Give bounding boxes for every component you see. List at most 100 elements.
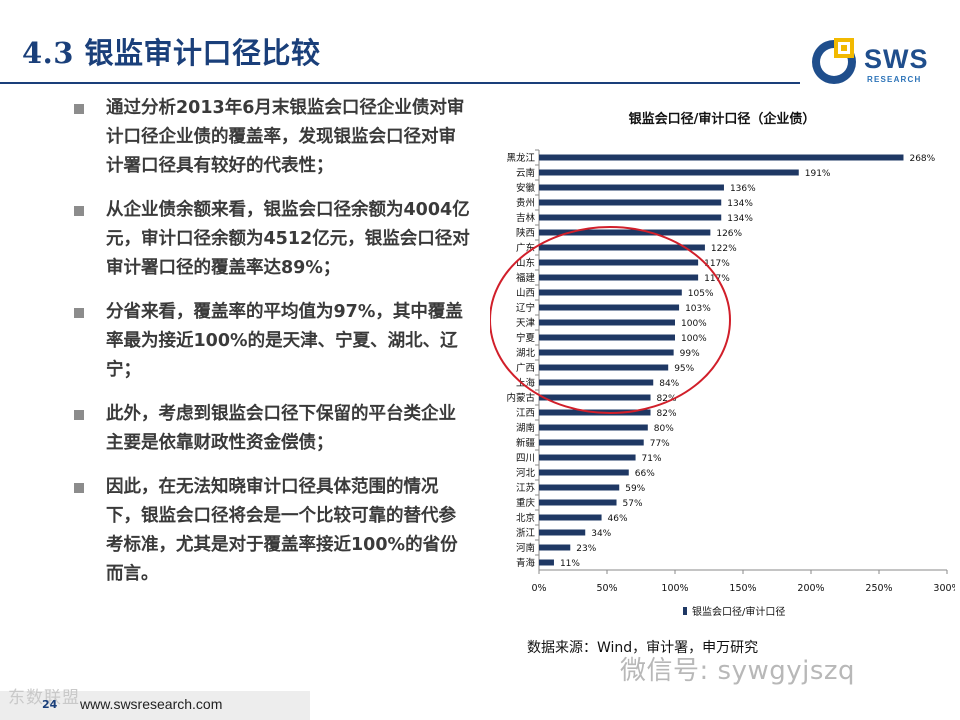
- bar-value-label: 117%: [704, 259, 730, 269]
- bar: [539, 544, 571, 551]
- bar: [539, 154, 904, 161]
- bar: [539, 454, 636, 461]
- bar: [539, 484, 620, 491]
- bar-value-label: 46%: [608, 514, 628, 524]
- bar: [539, 514, 602, 521]
- bullet-item: 此外，考虑到银监会口径下保留的平台类企业主要是依靠财政性资金偿债；: [72, 400, 472, 458]
- bar-value-label: 105%: [688, 289, 714, 299]
- bar: [539, 184, 724, 191]
- bar-value-label: 134%: [727, 199, 753, 209]
- y-tick-label: 北京: [516, 512, 535, 524]
- x-tick-label: 100%: [661, 583, 688, 594]
- square-bullet-icon: [74, 483, 84, 493]
- bar: [539, 229, 711, 236]
- bullet-item: 分省来看，覆盖率的平均值为97%，其中覆盖率最为接近100%的是天津、宁夏、湖北…: [72, 298, 472, 385]
- bullet-item: 通过分析2013年6月末银监会口径企业债对审计口径企业债的覆盖率，发现银监会口径…: [72, 94, 472, 181]
- footer-url-link[interactable]: www.swsresearch.com: [80, 696, 223, 712]
- highlight-ellipse: [490, 226, 731, 414]
- y-tick-label: 重庆: [516, 497, 536, 509]
- sws-logo: SWS RESEARCH: [810, 30, 940, 92]
- bar-value-label: 57%: [623, 499, 643, 509]
- y-tick-label: 湖南: [516, 422, 535, 434]
- y-tick-label: 山西: [516, 288, 535, 299]
- legend-label: 银监会口径/审计口径: [692, 605, 785, 618]
- y-tick-label: 河南: [516, 542, 535, 554]
- x-tick-label: 150%: [729, 583, 756, 594]
- y-tick-label: 陕西: [516, 227, 535, 239]
- bar-value-label: 99%: [680, 349, 700, 359]
- bar: [539, 559, 554, 566]
- chart-title: 银监会口径/审计口径（企业债）: [628, 112, 816, 127]
- y-tick-label: 福建: [516, 272, 536, 284]
- logo-brand: SWS: [864, 44, 929, 74]
- site-watermark: 东数联盟: [8, 688, 80, 708]
- y-tick-label: 黑龙江: [506, 152, 535, 164]
- page-number: 24: [42, 698, 58, 711]
- y-tick-label: 内蒙古: [506, 392, 535, 404]
- y-tick-label: 青海: [516, 557, 536, 569]
- bar: [539, 334, 675, 341]
- bullet-text: 通过分析2013年6月末银监会口径企业债对审计口径企业债的覆盖率，发现银监会口径…: [106, 98, 465, 176]
- y-tick-label: 天津: [516, 318, 536, 329]
- sws-logo-mark: [812, 38, 856, 84]
- bar: [539, 304, 680, 311]
- bar-value-label: 80%: [654, 424, 674, 434]
- title-divider: [0, 82, 800, 84]
- square-bullet-icon: [74, 308, 84, 318]
- bar-value-label: 66%: [635, 469, 655, 479]
- x-tick-label: 50%: [596, 583, 617, 594]
- y-tick-label: 上海: [516, 377, 536, 389]
- bar-value-label: 59%: [625, 484, 645, 494]
- y-tick-label: 辽宁: [516, 302, 535, 314]
- bar: [539, 259, 699, 266]
- y-tick-label: 河北: [516, 467, 536, 479]
- bullet-text: 分省来看，覆盖率的平均值为97%，其中覆盖率最为接近100%的是天津、宁夏、湖北…: [106, 302, 463, 380]
- y-tick-label: 江西: [516, 408, 535, 419]
- bar: [539, 169, 799, 176]
- bar-value-label: 23%: [576, 544, 596, 554]
- x-tick-label: 300%: [933, 583, 955, 594]
- y-tick-label: 新疆: [516, 437, 536, 449]
- y-tick-label: 广西: [516, 362, 535, 374]
- bullet-text: 从企业债余额来看，银监会口径余额为4004亿元，审计口径余额为4512亿元，银监…: [106, 200, 470, 278]
- bar-value-label: 84%: [659, 379, 679, 389]
- x-tick-label: 250%: [865, 583, 892, 594]
- bar: [539, 289, 682, 296]
- bar: [539, 499, 617, 506]
- y-tick-label: 贵州: [516, 197, 535, 209]
- square-bullet-icon: [74, 410, 84, 420]
- bullet-text: 此外，考虑到银监会口径下保留的平台类企业主要是依靠财政性资金偿债；: [106, 404, 456, 453]
- bar: [539, 424, 648, 431]
- bar: [539, 439, 644, 446]
- bar-value-label: 268%: [909, 154, 935, 164]
- y-tick-label: 四川: [516, 453, 535, 464]
- bar-value-label: 126%: [716, 229, 742, 239]
- y-tick-label: 吉林: [516, 212, 536, 224]
- x-tick-label: 0%: [531, 583, 546, 594]
- footer-bar: [0, 691, 310, 720]
- bar: [539, 379, 654, 386]
- square-bullet-icon: [74, 206, 84, 216]
- bar-value-label: 191%: [805, 169, 831, 179]
- bar-value-label: 122%: [711, 244, 737, 254]
- y-tick-label: 宁夏: [516, 332, 536, 344]
- y-tick-label: 安徽: [516, 182, 536, 194]
- bar: [539, 349, 674, 356]
- bar-value-label: 134%: [727, 214, 753, 224]
- bar: [539, 394, 651, 401]
- logo-subtitle: RESEARCH: [867, 75, 922, 84]
- bar-value-label: 77%: [650, 439, 670, 449]
- bar-value-label: 71%: [642, 454, 662, 464]
- y-tick-label: 云南: [516, 167, 535, 179]
- wechat-watermark: 微信号: sywgyjszq: [620, 656, 856, 686]
- bar: [539, 244, 705, 251]
- square-bullet-icon: [74, 104, 84, 114]
- bar: [539, 274, 699, 281]
- y-tick-label: 湖北: [516, 348, 536, 359]
- bullet-list: 通过分析2013年6月末银监会口径企业债对审计口径企业债的覆盖率，发现银监会口径…: [72, 94, 472, 604]
- bar-value-label: 82%: [657, 394, 677, 404]
- bullet-item: 从企业债余额来看，银监会口径余额为4004亿元，审计口径余额为4512亿元，银监…: [72, 196, 472, 283]
- bar: [539, 199, 722, 206]
- page-title: 4.3 银监审计口径比较: [22, 36, 321, 70]
- bar-value-label: 34%: [591, 529, 611, 539]
